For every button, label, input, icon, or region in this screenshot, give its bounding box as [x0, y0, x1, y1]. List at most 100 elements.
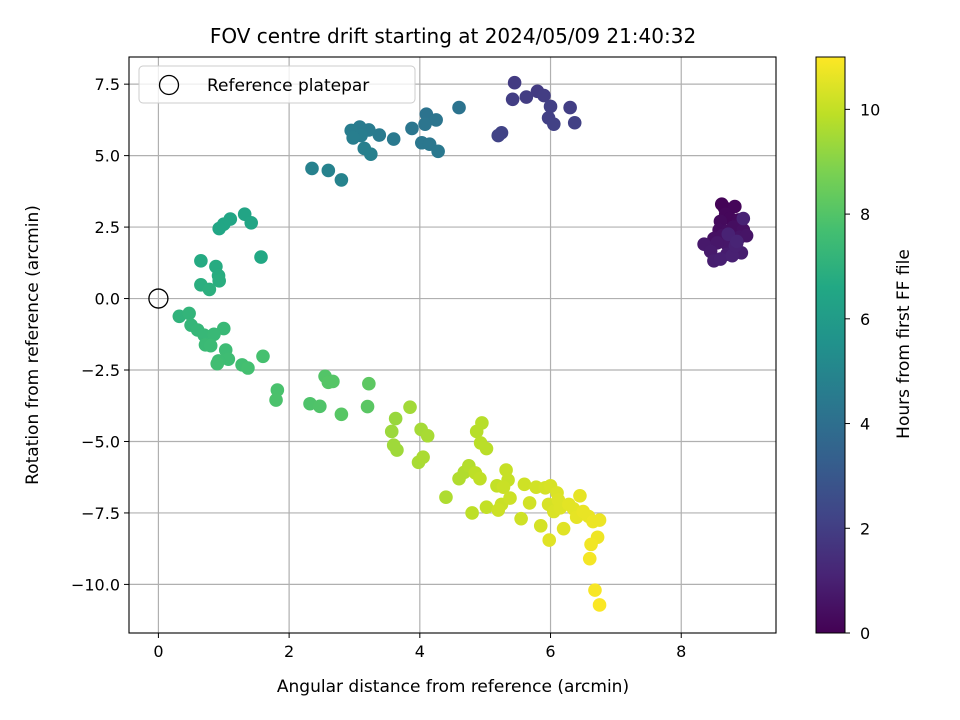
- data-point: [739, 228, 754, 243]
- data-point: [588, 583, 602, 597]
- data-point: [567, 115, 582, 130]
- data-point: [537, 88, 551, 103]
- plot-area: 0 2 4 6 8 −10.0 −7.5 −5.0 −2.5 0.0 2.5 5.0 7.5: [71, 56, 777, 661]
- data-point: [241, 361, 255, 375]
- data-point: [372, 128, 387, 142]
- data-point: [519, 90, 534, 104]
- data-point: [321, 163, 336, 178]
- data-point: [517, 477, 532, 492]
- data-point: [729, 234, 744, 249]
- x-tick-label: 8: [676, 642, 686, 661]
- data-point: [429, 113, 443, 127]
- data-point: [203, 338, 218, 353]
- data-point: [439, 490, 453, 505]
- data-point: [194, 254, 208, 268]
- data-point: [256, 349, 270, 364]
- data-point: [390, 443, 404, 457]
- data-point: [582, 551, 597, 566]
- chart-title: FOV centre drift starting at 2024/05/09 …: [210, 24, 696, 48]
- data-point: [210, 356, 225, 371]
- data-point: [202, 282, 217, 297]
- data-point: [388, 411, 403, 426]
- data-point: [405, 121, 419, 136]
- data-point: [546, 117, 561, 131]
- data-point: [403, 400, 417, 414]
- data-point: [592, 513, 607, 527]
- colorbar-tick-label: 0: [860, 624, 870, 643]
- data-point: [543, 99, 558, 114]
- data-point: [465, 506, 479, 520]
- data-point: [254, 250, 268, 264]
- data-point: [244, 215, 259, 230]
- axes-frame: [128, 56, 777, 634]
- data-point: [542, 533, 557, 547]
- colorbar-tick-label: 2: [860, 519, 870, 538]
- legend-marker: [158, 74, 180, 96]
- data-point: [507, 75, 522, 90]
- y-tick-label: 2.5: [95, 218, 120, 237]
- colorbar-label: Hours from first FF file: [894, 249, 914, 439]
- y-tick-label: −10.0: [71, 575, 120, 594]
- y-tick-label: −5.0: [81, 432, 120, 451]
- x-tick-label: 0: [153, 642, 163, 661]
- colorbar-tick-label: 4: [860, 415, 870, 434]
- data-point: [522, 496, 537, 510]
- data-point: [334, 407, 349, 422]
- colorbar: 0 2 4 6 8 10: [815, 56, 880, 643]
- data-point: [212, 221, 226, 236]
- y-tick-label: 7.5: [95, 75, 120, 94]
- data-point: [346, 131, 360, 145]
- data-point: [736, 211, 751, 226]
- reference-marker: [148, 288, 169, 309]
- colorbar-tick-label: 10: [860, 100, 880, 119]
- data-point: [505, 92, 520, 107]
- y-axis-label: Rotation from reference (arcmin): [23, 205, 43, 485]
- data-point: [270, 383, 285, 397]
- data-point: [326, 374, 340, 389]
- data-point: [556, 521, 571, 536]
- data-point: [592, 598, 607, 612]
- data-point: [305, 161, 319, 176]
- data-point: [491, 128, 506, 143]
- data-point: [496, 480, 511, 495]
- data-point: [584, 537, 598, 552]
- colorbar-tick-label: 6: [860, 310, 870, 329]
- data-point: [182, 306, 196, 321]
- legend: Reference platepar: [138, 65, 416, 104]
- data-point: [313, 399, 327, 414]
- x-tick-label: 4: [415, 642, 425, 661]
- x-tick-label: 6: [545, 642, 555, 661]
- data-point: [533, 519, 548, 533]
- data-point: [386, 132, 401, 146]
- data-point: [269, 393, 283, 407]
- data-point: [479, 500, 494, 515]
- data-point: [431, 144, 445, 159]
- y-tick-label: −7.5: [81, 504, 120, 523]
- data-point: [418, 117, 432, 131]
- data-point: [207, 327, 221, 342]
- data-point: [334, 173, 349, 187]
- data-point: [212, 274, 226, 288]
- data-point: [419, 107, 434, 121]
- data-point: [475, 416, 489, 430]
- data-point: [360, 399, 375, 414]
- data-point: [416, 450, 430, 464]
- colorbar-frame: [815, 56, 846, 634]
- data-point: [420, 428, 435, 443]
- data-point: [573, 488, 587, 503]
- colorbar-tick-label: 8: [860, 205, 870, 224]
- data-point: [473, 471, 487, 486]
- x-tick-label: 2: [284, 642, 294, 661]
- data-point: [713, 252, 728, 266]
- data-point: [563, 100, 577, 115]
- data-point: [362, 376, 376, 391]
- data-point: [452, 100, 466, 115]
- x-axis-label: Angular distance from reference (arcmin): [277, 677, 629, 697]
- data-point: [491, 503, 506, 517]
- colorbar-gradient: [816, 57, 845, 633]
- y-tick-label: −2.5: [81, 361, 120, 380]
- data-point: [364, 147, 378, 161]
- data-point: [728, 199, 742, 214]
